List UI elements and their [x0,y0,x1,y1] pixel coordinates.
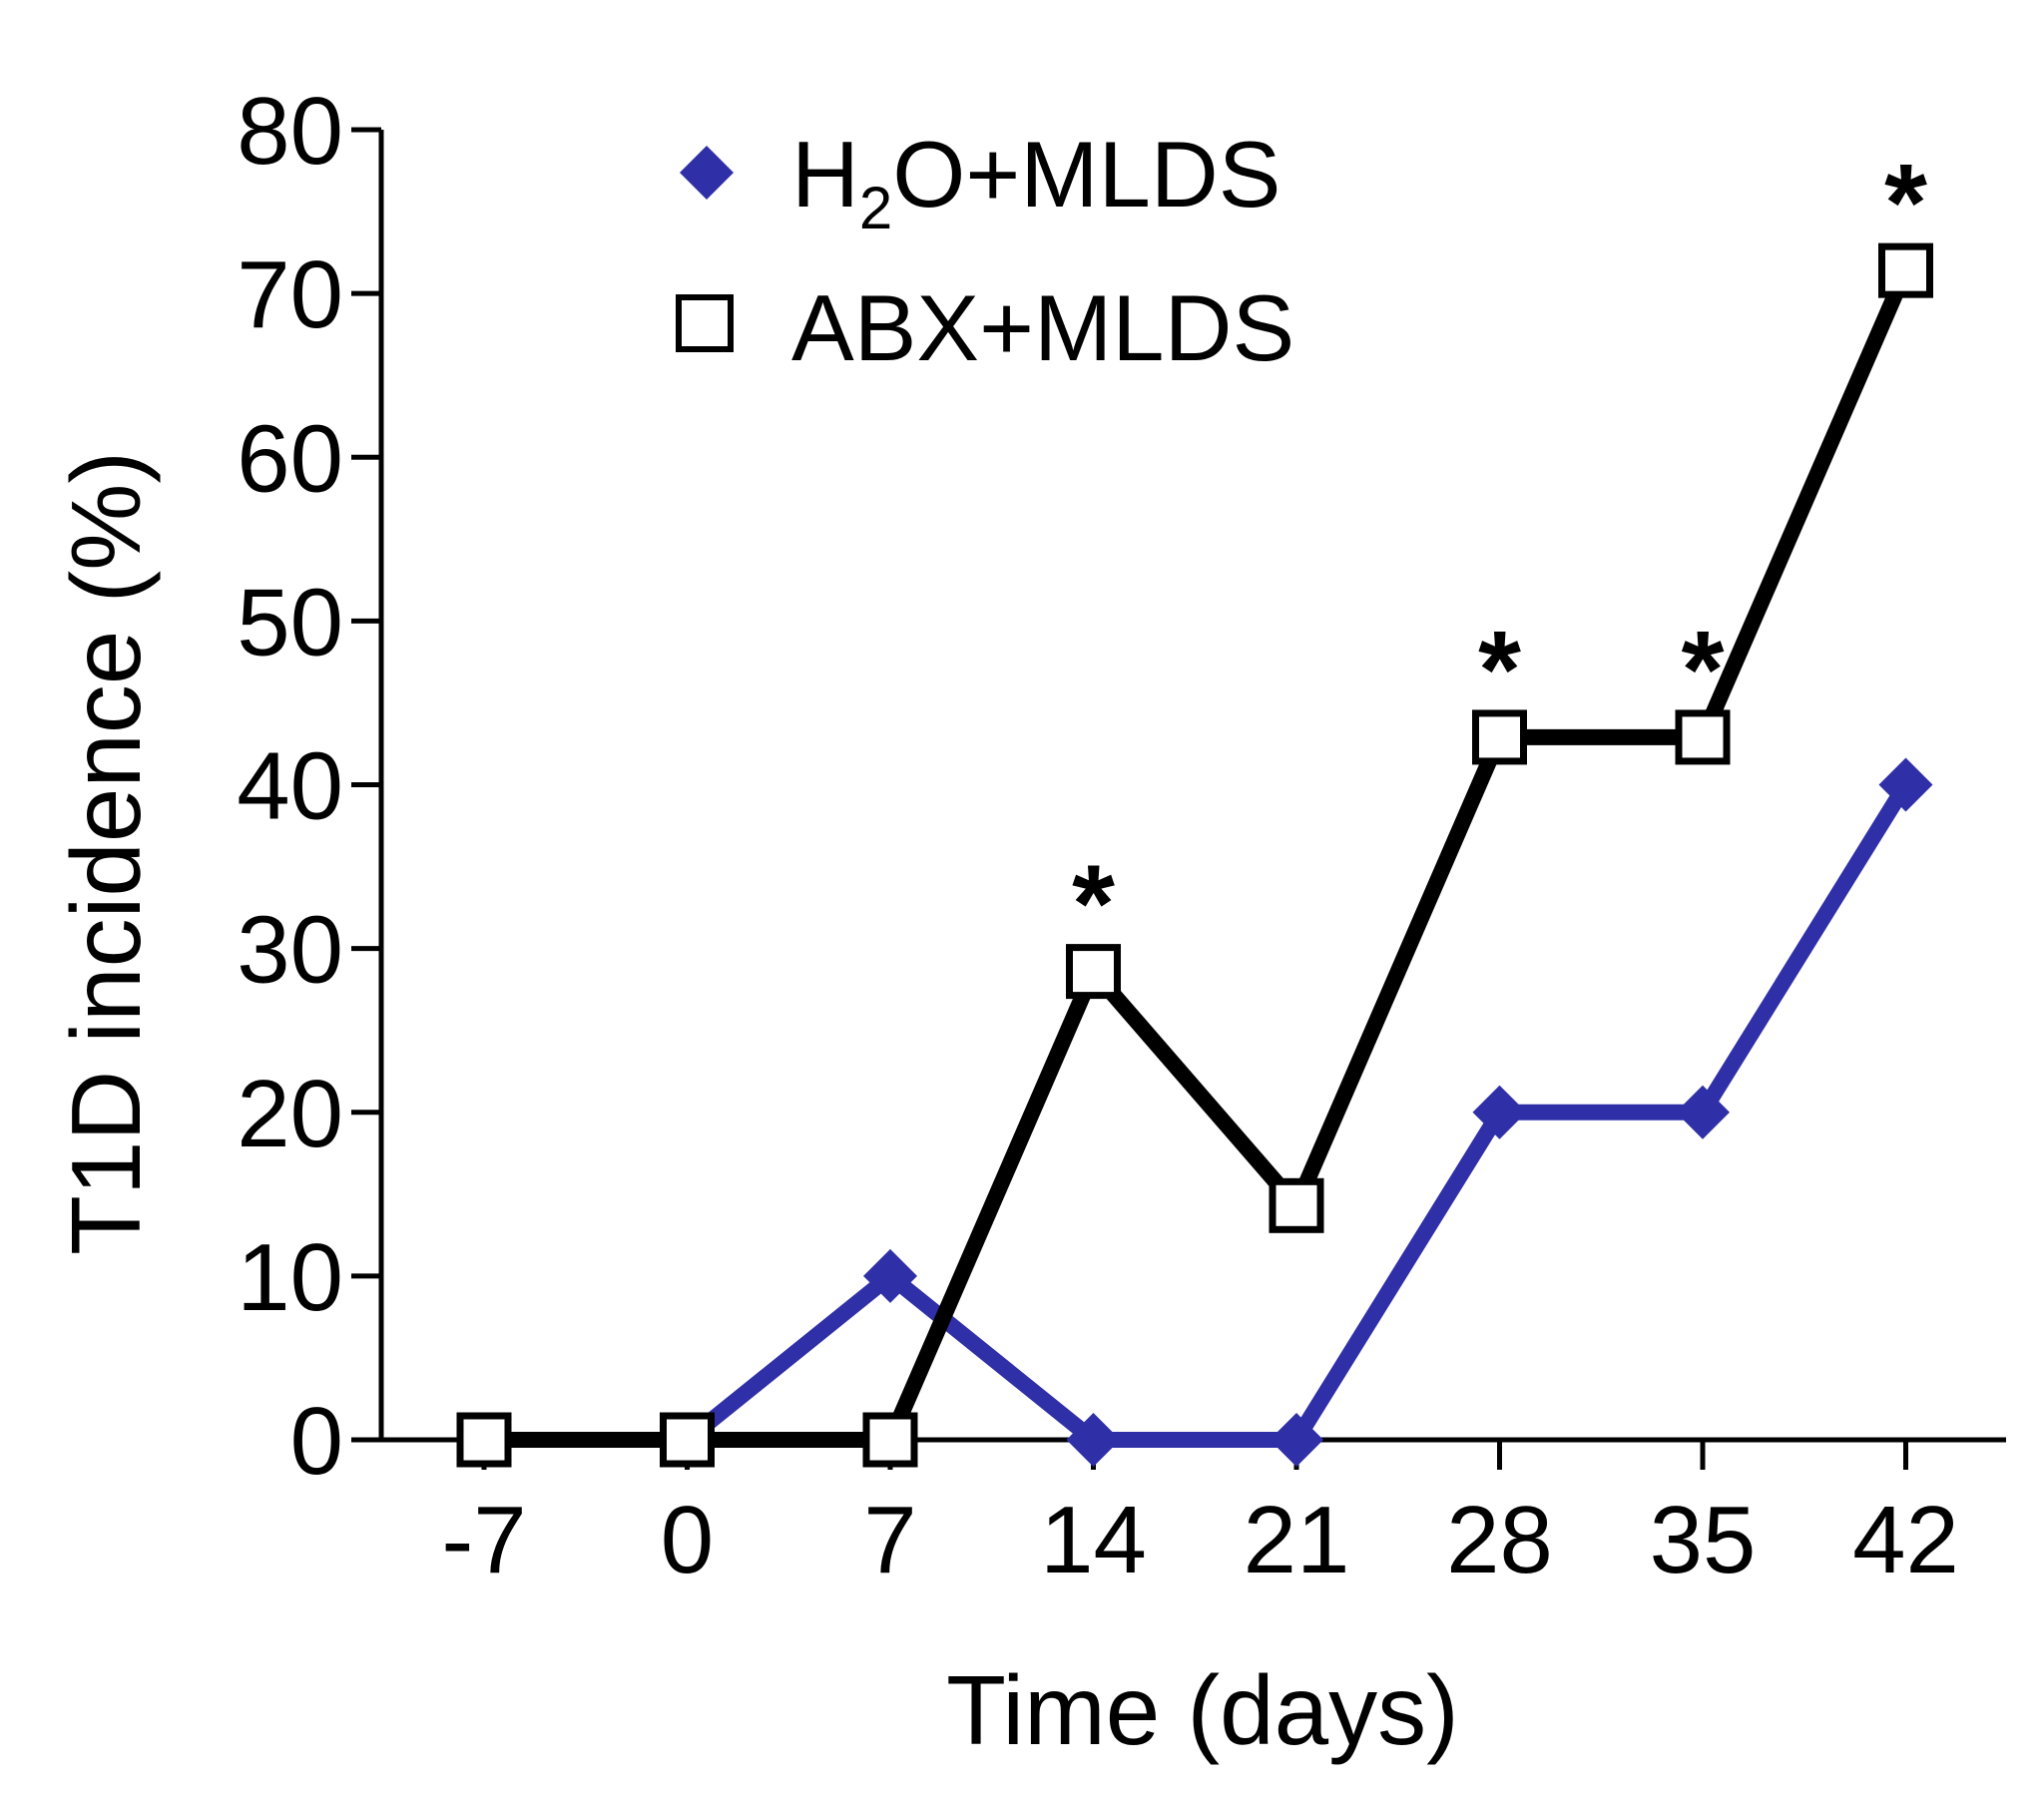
x-tick-label: 35 [1650,1487,1757,1593]
annotation-layer: * * * * [1072,142,1927,965]
legend-label-abx-mlds: ABX+MLDS [791,275,1294,380]
y-tick-label: 30 [237,897,343,1004]
data-point-h2o-mlds [1676,1085,1730,1139]
legend-label-subscript: 2 [859,175,892,241]
legend-label-h2o-mlds: H2O+MLDS [791,122,1280,241]
data-point-abx-mlds [660,1412,715,1468]
data-point-abx-mlds [456,1412,512,1468]
series-layer [456,242,1933,1468]
data-point-abx-mlds [1878,242,1933,298]
data-point-h2o-mlds [1472,1085,1527,1139]
x-axis-title: Time (days) [946,1655,1459,1765]
x-tick-label: 0 [661,1487,714,1593]
series-line-h2o-mlds [484,780,1913,1448]
x-tick-label: 21 [1244,1487,1350,1593]
legend: H2O+MLDS ABX+MLDS [676,122,1294,380]
data-point-h2o-mlds [1270,1413,1323,1467]
y-tick-label: 0 [290,1388,343,1495]
y-tick-label: 20 [237,1061,343,1167]
x-tick-label: 7 [863,1487,916,1593]
y-axis-title: T1D incidence (%) [51,451,161,1255]
significance-star: * [1478,609,1521,731]
x-ticks: -7 0 7 14 21 28 35 42 [441,1440,1959,1593]
data-point-abx-mlds [1675,709,1731,765]
significance-star: * [1072,843,1115,966]
data-point-abx-mlds [1269,1177,1324,1233]
y-tick-label: 80 [237,78,343,185]
y-tick-label: 50 [237,569,343,675]
series-line-abx-mlds [484,266,1913,1448]
y-tick-label: 70 [237,241,343,348]
legend-marker-open-square [676,294,734,352]
x-tick-label: -7 [441,1487,526,1593]
x-tick-label: 42 [1852,1487,1959,1593]
y-tick-label: 10 [237,1224,343,1331]
data-point-abx-mlds [1472,709,1527,765]
legend-item-h2o-mlds: H2O+MLDS [680,122,1280,241]
y-tick-label: 40 [237,733,343,840]
legend-marker-diamond [680,146,734,200]
data-point-h2o-mlds [863,1248,917,1303]
x-tick-label: 14 [1040,1487,1147,1593]
x-tick-label: 28 [1446,1487,1553,1593]
data-point-h2o-mlds [1066,1413,1121,1467]
significance-star: * [1884,142,1927,264]
legend-label-h: H [791,122,859,226]
data-point-h2o-mlds [1878,757,1933,812]
data-point-abx-mlds [1066,944,1121,1000]
legend-item-abx-mlds: ABX+MLDS [676,275,1294,380]
y-ticks: 0 10 20 30 40 50 60 70 80 [237,78,381,1495]
legend-label-rest: O+MLDS [892,122,1280,226]
data-point-abx-mlds [862,1412,918,1468]
y-tick-label: 60 [237,405,343,512]
significance-star: * [1682,609,1725,731]
